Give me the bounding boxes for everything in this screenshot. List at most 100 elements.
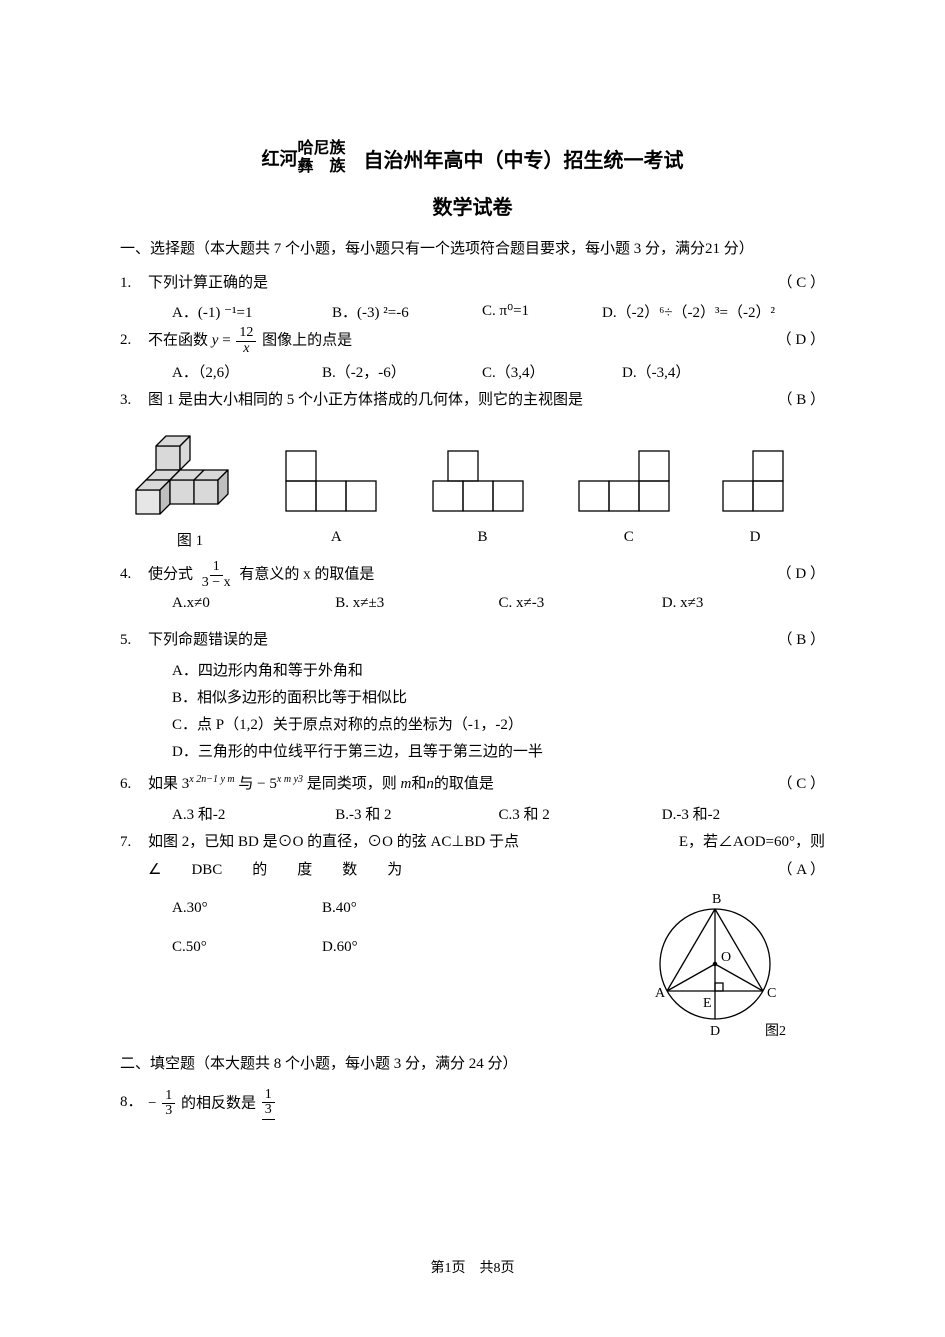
q4-frac-den: 3 − x	[199, 576, 234, 591]
q6-opt-b: B.-3 和 2	[335, 803, 498, 824]
q6-text-2: 与 − 5	[238, 776, 276, 792]
q5-opt-c: C．点 P（1,2）关于原点对称的点的坐标为（-1，-2）	[172, 712, 825, 739]
title-stack: 哈尼族 彝 族	[297, 140, 345, 177]
q7-options: A.30° B.40° C.50° D.60°	[172, 889, 472, 967]
q2-options: A．（2,6） B.（-2，-6） C.（3,4） D.（-3,4）	[172, 361, 825, 382]
q4-number: 4.	[120, 560, 148, 590]
q5-opt-b: B．相似多边形的面积比等于相似比	[172, 685, 825, 712]
q6-opt-c: C.3 和 2	[499, 803, 662, 824]
q7-label-b: B	[712, 892, 721, 907]
q7-opt-b: B.40°	[322, 889, 472, 928]
q1-body: 下列计算正确的是 （ C ）	[148, 269, 825, 298]
q6-exp1b: 2n−1	[194, 774, 218, 785]
q2-body: 不在函数 y = 12 x 图像上的点是 （ D ）	[148, 326, 825, 356]
q3-body: 图 1 是由大小相同的 5 个小正方体搭成的几何体，则它的主视图是 （ B ）	[148, 386, 825, 415]
q6-body: 如果 3x 2n−1 y m 与 − 5x m y3 是同类项，则 m和n的取值…	[148, 770, 825, 799]
q6-exp2d: 3	[298, 774, 303, 785]
q1-text: 下列计算正确的是	[148, 275, 268, 291]
q7-circle-figure: B A C D E O 图2	[625, 889, 825, 1039]
q3-cap-b: B	[423, 529, 543, 550]
q6-text-1: 如果 3	[148, 776, 189, 792]
q8-body: − 1 3 的相反数是 1 3	[148, 1088, 825, 1120]
q5-options: A．四边形内角和等于外角和 B．相似多边形的面积比等于相似比 C．点 P（1,2…	[172, 658, 825, 766]
title-left: 红河	[261, 145, 297, 171]
q2-y: y	[212, 333, 219, 349]
q7-number: 7.	[120, 828, 148, 885]
q6-text-3: 是同类项，则	[307, 776, 401, 792]
q7-row: A.30° B.40° C.50° D.60°	[120, 889, 825, 1039]
q3-solid-figure	[130, 428, 250, 523]
q7-opt-c: C.50°	[172, 928, 322, 967]
q5-opt-a: A．四边形内角和等于外角和	[172, 658, 825, 685]
q7-opt-d: D.60°	[322, 928, 472, 967]
q6-text-5: 的取值是	[434, 776, 494, 792]
q5-opt-d: D．三角形的中位线平行于第三边，且等于第三边的一半	[172, 739, 825, 766]
q3-cap-fig1: 图 1	[130, 529, 250, 550]
section-1-heading: 一、选择题（本大题共 7 个小题，每小题只有一个选项符合题目要求，每小题 3 分…	[120, 236, 825, 263]
q2-opt-b: B.（-2，-6）	[322, 361, 482, 382]
q3-figure-row	[130, 428, 795, 523]
q5-body: 下列命题错误的是 （ B ）	[148, 626, 825, 655]
q3-caption-row: 图 1 A B C D	[130, 529, 795, 550]
q2-answer: （ D ）	[777, 326, 825, 355]
q7-figure-wrap: B A C D E O 图2	[625, 889, 825, 1039]
q4-text-a: 使分式	[148, 567, 197, 583]
q3-text: 图 1 是由大小相同的 5 个小正方体搭成的几何体，则它的主视图是	[148, 392, 583, 408]
q7-line1a: 如图 2，已知 BD 是⊙O 的直径，⊙O 的弦 AC⊥BD 于点	[148, 828, 519, 857]
q6-exp2b: m	[281, 774, 291, 785]
q7-opt-a: A.30°	[172, 889, 322, 928]
q7-line1b: E，若∠AOD=60°，则	[679, 828, 825, 857]
q1-number: 1.	[120, 269, 148, 298]
q4-body: 使分式 1 3 − x 有意义的 x 的取值是 （ D ）	[148, 560, 825, 590]
q2-opt-a: A．（2,6）	[172, 361, 322, 382]
q5-text: 下列命题错误的是	[148, 632, 268, 648]
q8-frac2-n: 1	[262, 1088, 275, 1104]
q7-label-o: O	[721, 950, 731, 965]
q4-opt-d: D. x≠3	[662, 595, 825, 612]
q8-text-b: 的相反数是	[181, 1095, 256, 1111]
q6-options: A.3 和-2 B.-3 和 2 C.3 和 2 D.-3 和-2	[172, 803, 825, 824]
q2-text-b: 图像上的点是	[262, 333, 352, 349]
page-footer: 第1页 共8页	[0, 1257, 945, 1277]
q6-opt-d: D.-3 和-2	[662, 803, 825, 824]
q7-label-d: D	[710, 1024, 720, 1039]
q3-cap-c: C	[569, 529, 689, 550]
q4-answer: （ D ）	[777, 560, 825, 589]
q4-opt-c: C. x≠-3	[499, 595, 662, 612]
q6-exp1c: y	[218, 774, 225, 785]
q7-label-c: C	[767, 986, 776, 1001]
q2-frac-den: x	[240, 342, 252, 357]
q3-option-a-figure	[276, 443, 396, 523]
question-5: 5. 下列命题错误的是 （ B ）	[120, 626, 825, 655]
q2-frac-num: 12	[236, 326, 256, 342]
q6-exp2c: y	[291, 774, 298, 785]
q8-frac1: 1 3	[162, 1089, 175, 1119]
q6-m: m	[401, 776, 412, 792]
q3-number: 3.	[120, 386, 148, 415]
q6-exp1d: m	[225, 774, 235, 785]
question-2: 2. 不在函数 y = 12 x 图像上的点是 （ D ）	[120, 326, 825, 356]
q7-label-e: E	[703, 996, 712, 1011]
question-1: 1. 下列计算正确的是 （ C ）	[120, 269, 825, 298]
q4-fraction: 1 3 − x	[199, 560, 234, 590]
q6-opt-a: A.3 和-2	[172, 803, 335, 824]
q6-n: n	[426, 776, 434, 792]
q2-text-a: 不在函数	[148, 333, 212, 349]
q1-opt-b: B．(-3) ²=-6	[332, 301, 482, 322]
q8-frac1-n: 1	[162, 1089, 175, 1105]
page-subtitle: 数学试卷	[120, 191, 825, 220]
q4-text-b: 有意义的 x 的取值是	[239, 567, 374, 583]
q7-label-a: A	[655, 986, 666, 1001]
q6-answer: （ C ）	[777, 770, 825, 799]
q4-opt-b: B. x≠±3	[335, 595, 498, 612]
title-stack-bottom: 彝 族	[297, 158, 345, 176]
title-prefix: 红河 哈尼族 彝 族	[261, 140, 345, 177]
q8-frac2: 1 3	[262, 1088, 275, 1120]
q3-cap-d: D	[715, 529, 795, 550]
q8-frac2-d: 3	[262, 1103, 275, 1118]
q2-opt-c: C.（3,4）	[482, 361, 622, 382]
question-7: 7. 如图 2，已知 BD 是⊙O 的直径，⊙O 的弦 AC⊥BD 于点 E，若…	[120, 828, 825, 885]
q1-opt-d: D.（-2）⁶÷（-2）³=（-2）²	[602, 301, 825, 322]
q4-options: A.x≠0 B. x≠±3 C. x≠-3 D. x≠3	[172, 595, 825, 612]
question-4: 4. 使分式 1 3 − x 有意义的 x 的取值是 （ D ）	[120, 560, 825, 590]
